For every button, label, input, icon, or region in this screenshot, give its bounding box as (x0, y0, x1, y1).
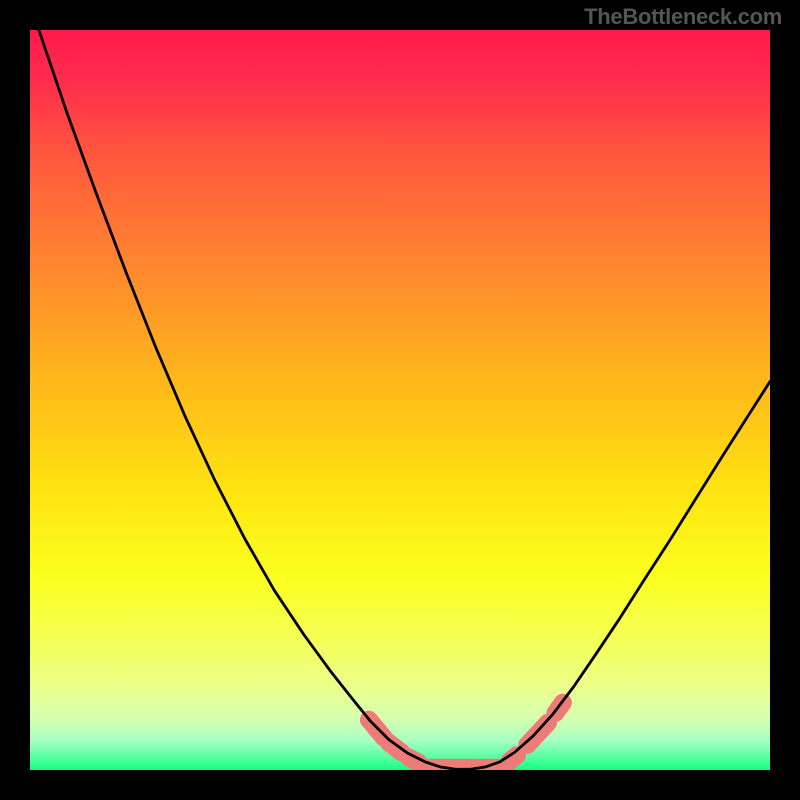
curve-bead (527, 723, 548, 745)
bottleneck-curve-chart (30, 30, 770, 770)
bottleneck-curve-line (39, 30, 770, 769)
watermark-text: TheBottleneck.com (584, 4, 782, 30)
plot-area (30, 30, 770, 770)
